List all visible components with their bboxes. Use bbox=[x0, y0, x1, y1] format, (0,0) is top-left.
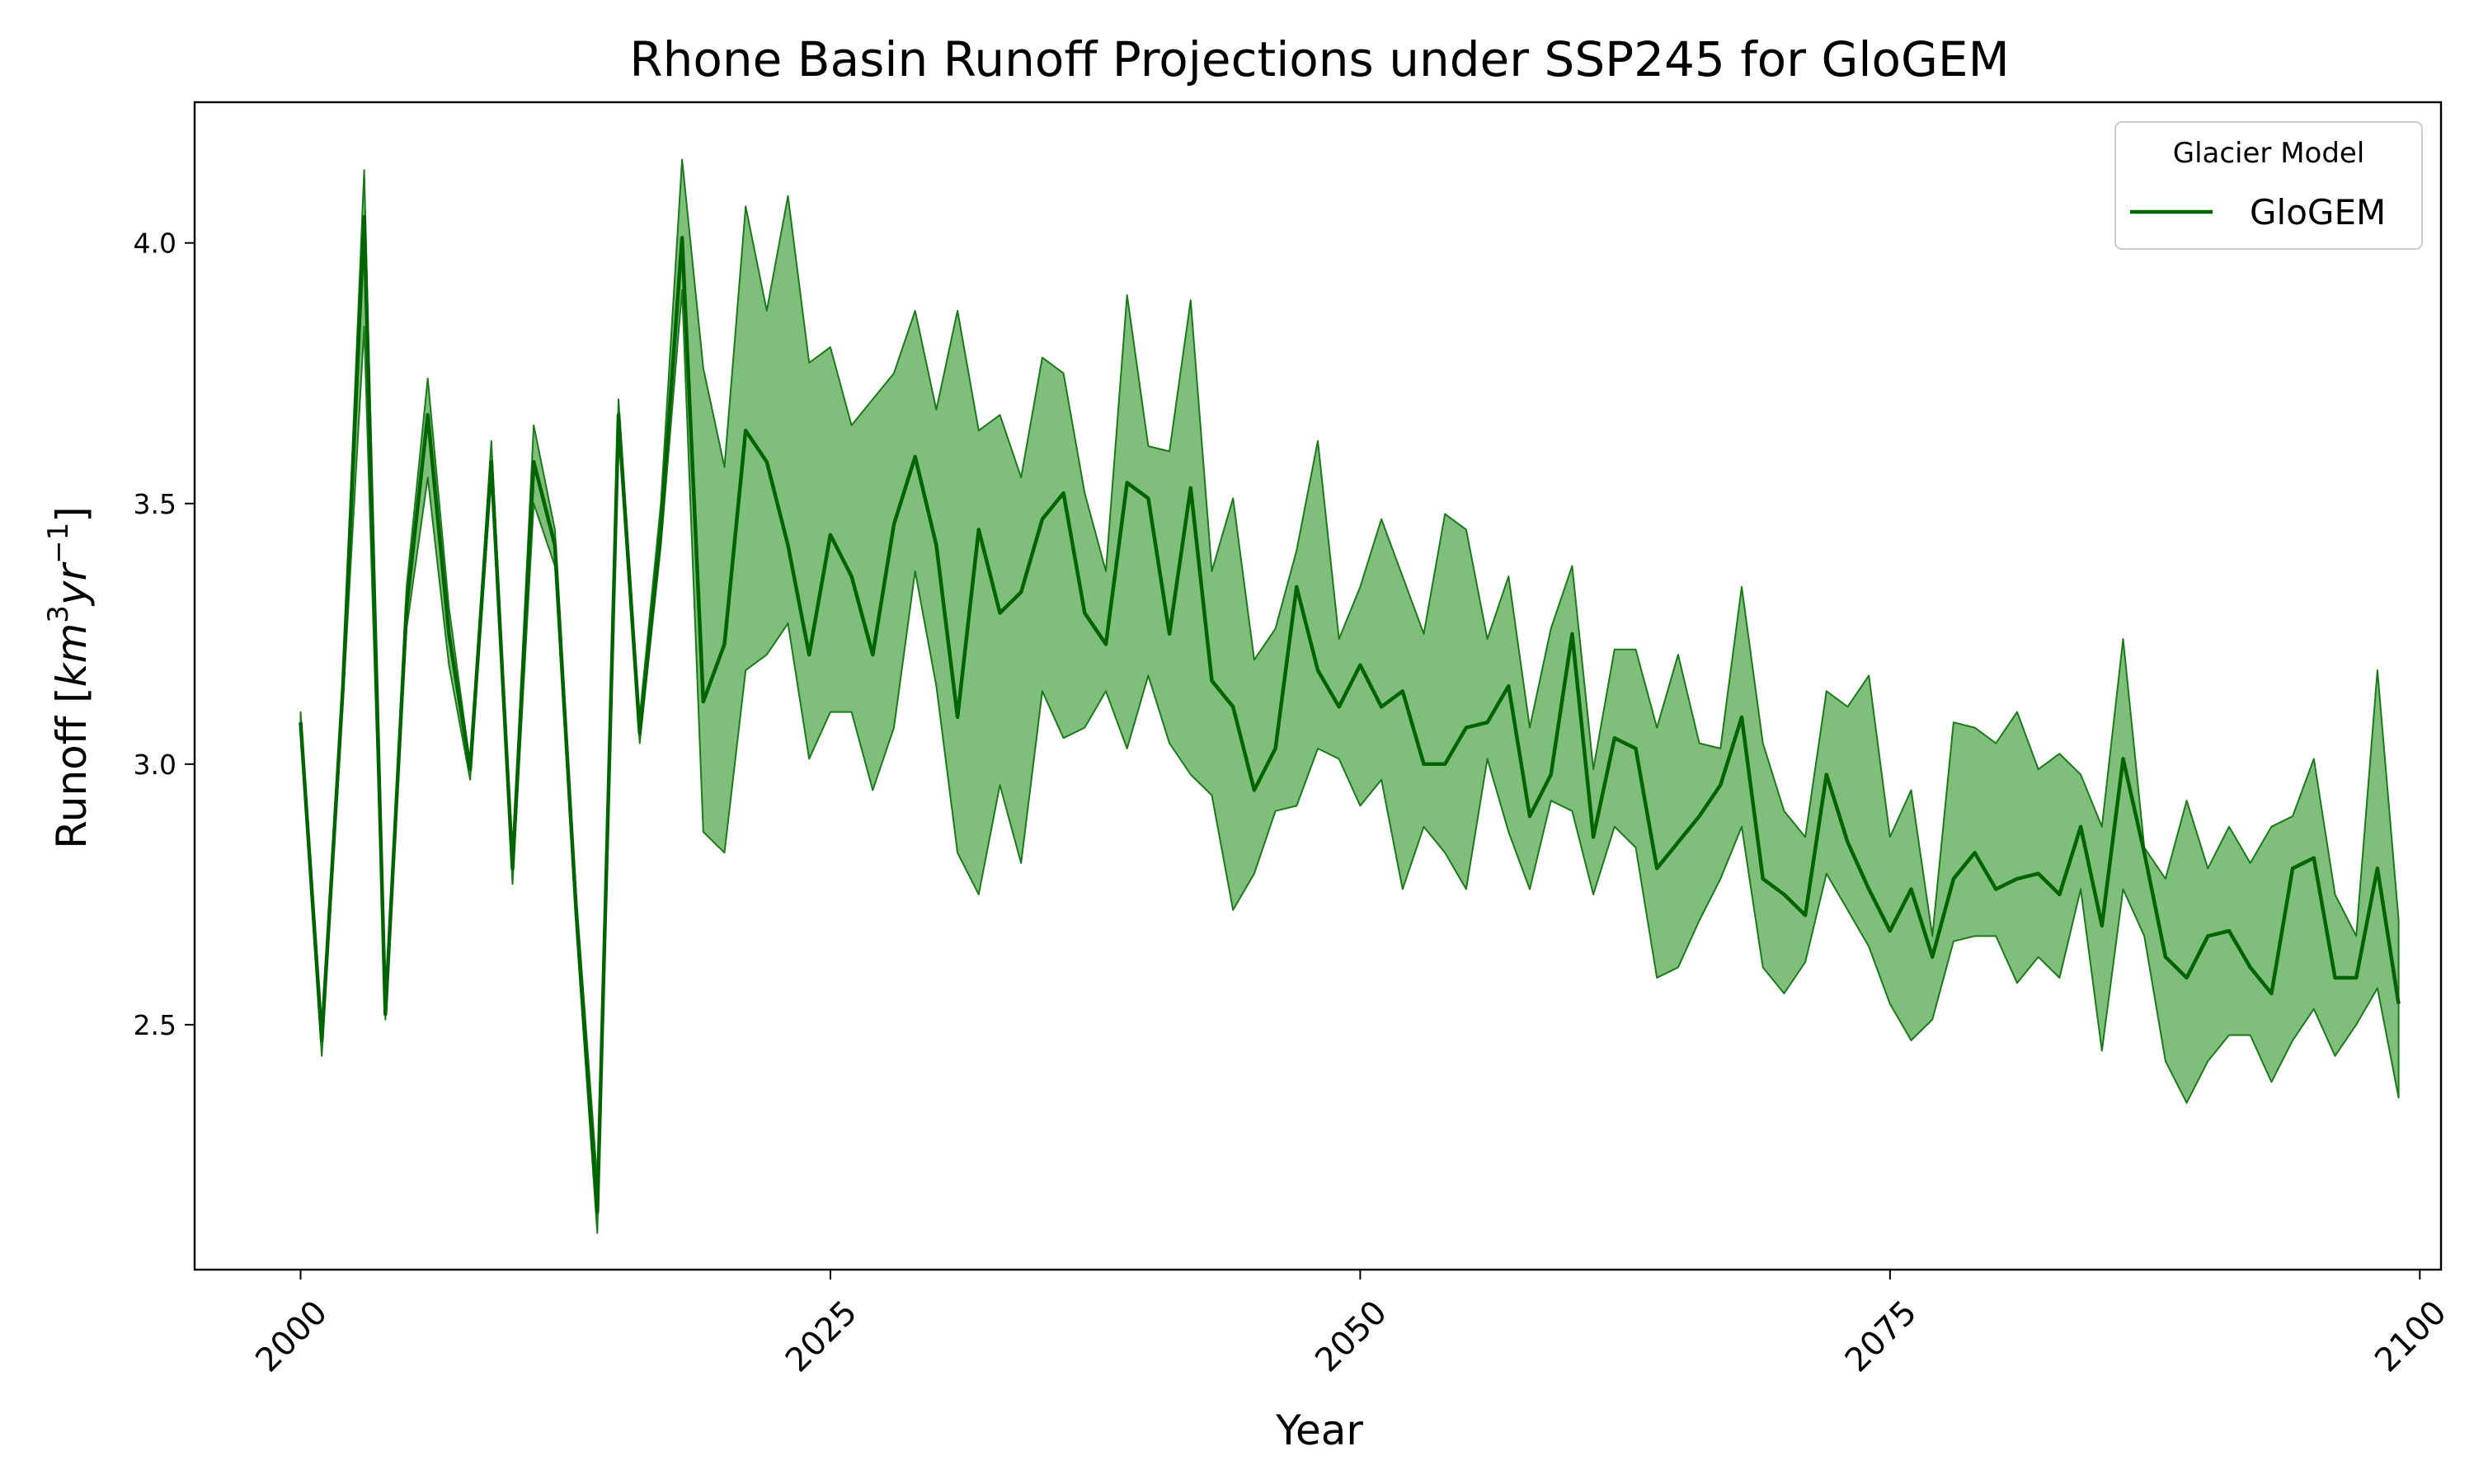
runoff-range-band bbox=[299, 158, 2400, 1234]
legend-entry-glogem: GloGEM bbox=[2250, 192, 2386, 232]
y-label-unit-yr: yr bbox=[48, 561, 96, 607]
legend-title: Glacier Model bbox=[2173, 137, 2365, 170]
legend: Glacier Model GloGEM bbox=[2114, 121, 2423, 250]
y-tick-label: 3.5 bbox=[134, 488, 176, 520]
y-axis: 2.5 3.0 3.5 4.0 bbox=[134, 228, 195, 1041]
y-label-unit-km: km bbox=[48, 623, 96, 688]
series-line-glogem bbox=[299, 214, 2401, 1214]
x-axis-label: Year bbox=[1275, 1407, 1363, 1454]
y-axis-label: Runoff [km3yr−1] bbox=[42, 506, 96, 848]
plot-frame bbox=[193, 101, 2443, 1271]
y-label-prefix: Runoff [ bbox=[48, 687, 96, 848]
y-label-exp-neg1: −1 bbox=[42, 523, 75, 564]
y-tick-label: 2.5 bbox=[134, 1009, 176, 1041]
y-tick-label: 3.0 bbox=[134, 749, 176, 781]
legend-box bbox=[2114, 121, 2423, 250]
plot-area bbox=[299, 158, 2401, 1234]
y-label-exp-3: 3 bbox=[42, 605, 75, 623]
chart-title: Rhone Basin Runoff Projections under SSP… bbox=[629, 31, 2009, 87]
y-label-suffix: ] bbox=[48, 506, 96, 523]
y-tick-label: 4.0 bbox=[134, 228, 176, 260]
